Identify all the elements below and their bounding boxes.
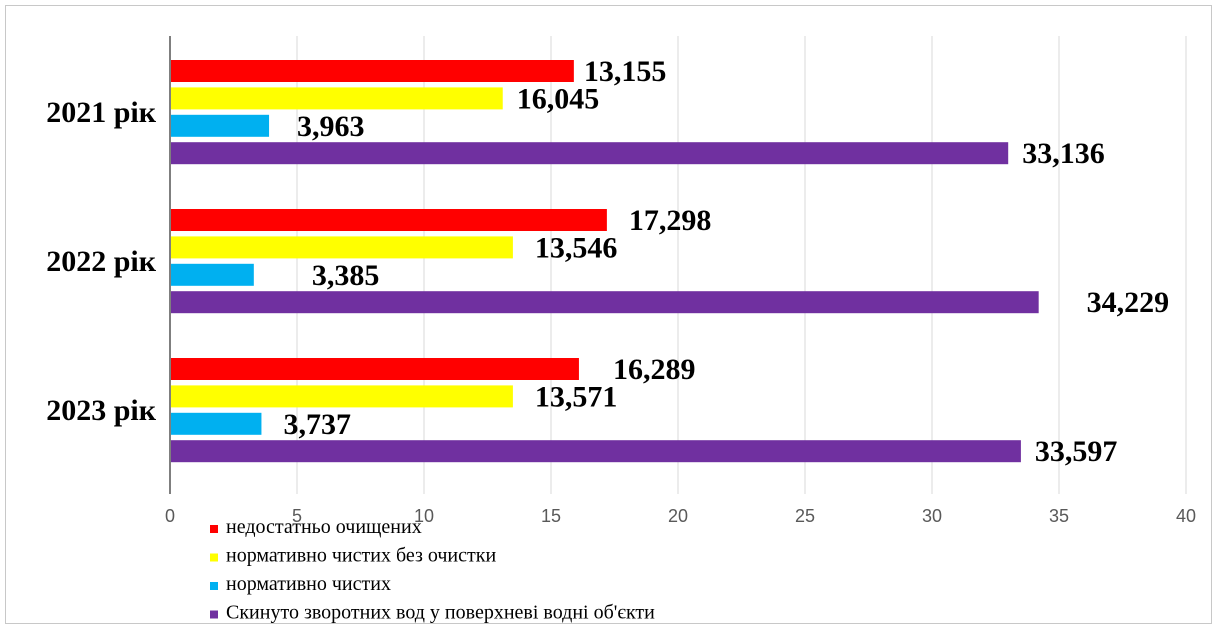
legend-swatch-3	[210, 582, 218, 590]
bar-3-1	[170, 358, 579, 380]
data-label-2-1: 17,298	[629, 204, 712, 237]
legend-swatch-1	[210, 525, 218, 533]
category-label-1: 2021 рік	[46, 96, 157, 129]
legend-label-4: Скинуто зворотних вод у поверхневі водні…	[226, 602, 655, 624]
category-label-3: 2023 рік	[46, 394, 157, 427]
data-label-2-3: 3,385	[312, 259, 380, 292]
x-tick-label-10: 10	[414, 506, 434, 526]
bar-2-1	[170, 209, 607, 231]
legend-label-1: недостатньо очищених	[226, 516, 422, 538]
x-tick-label-30: 30	[922, 506, 942, 526]
x-tick-label-15: 15	[541, 506, 561, 526]
legend-swatch-2	[210, 553, 218, 562]
chart-frame: 13,155 16,045 3,963 33,136 2021 рік 17,298 13,…	[5, 5, 1212, 624]
bar-1-4	[170, 142, 1009, 165]
legend-label-2: нормативно чистих без очистки	[226, 545, 496, 567]
x-tick-label-25: 25	[795, 506, 815, 526]
data-label-3-1: 16,289	[613, 353, 696, 386]
bar-1-2	[170, 87, 503, 110]
legend-swatch-4	[210, 610, 218, 619]
data-label-1-4: 33,136	[1022, 137, 1104, 170]
x-tick-label-20: 20	[668, 506, 688, 526]
bar-1-3	[170, 114, 270, 137]
data-label-1-1: 13,155	[584, 55, 667, 88]
bar-2-4	[170, 291, 1039, 314]
bar-1-1	[170, 60, 574, 82]
data-label-1-3: 3,963	[297, 110, 365, 143]
legend-label-3: нормативно чистих	[226, 573, 391, 595]
bar-3-2	[170, 385, 513, 408]
data-label-3-2: 13,571	[535, 380, 618, 413]
x-tick-label-40: 40	[1176, 506, 1196, 526]
data-label-1-2: 16,045	[517, 82, 600, 115]
bar-3-3	[170, 412, 262, 435]
bar-3-4	[170, 440, 1021, 463]
data-label-2-2: 13,546	[535, 231, 618, 264]
data-label-3-4: 33,597	[1035, 435, 1118, 468]
data-label-3-3: 3,737	[283, 408, 351, 441]
x-tick-label-0: 0	[165, 506, 175, 526]
x-tick-label-5: 5	[292, 506, 302, 526]
category-label-2: 2022 рік	[46, 245, 157, 278]
bar-2-3	[170, 263, 254, 286]
bar-2-2	[170, 236, 513, 259]
x-tick-label-35: 35	[1049, 506, 1069, 526]
data-label-2-4: 34,229	[1087, 286, 1170, 319]
